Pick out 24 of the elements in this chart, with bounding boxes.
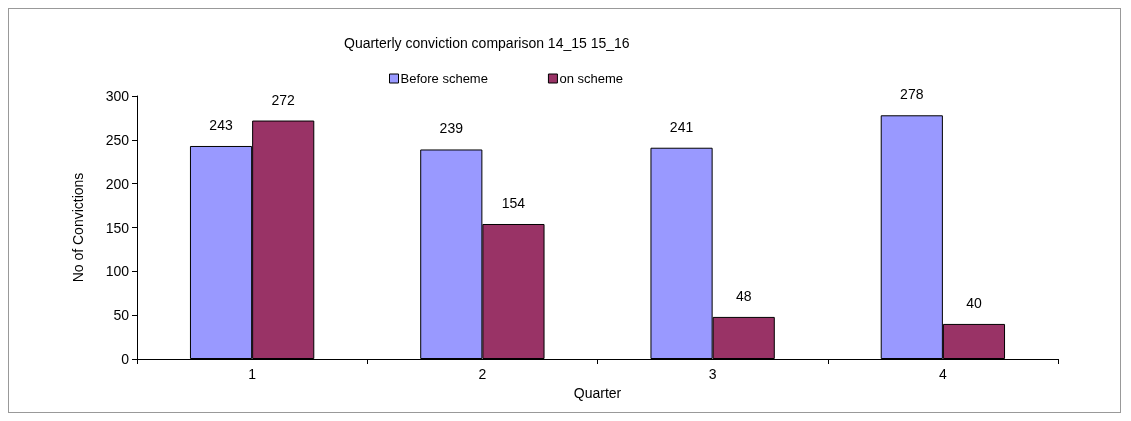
legend-label: on scheme (559, 71, 624, 86)
y-tick-label: 250 (105, 131, 130, 148)
y-axis-title: No of Convictions (70, 172, 86, 283)
data-label: 48 (735, 287, 752, 304)
y-tick-label: 300 (105, 88, 130, 104)
data-label: 272 (271, 91, 296, 108)
data-label: 241 (669, 118, 694, 135)
data-label: 239 (439, 120, 464, 137)
y-tick-label: 100 (105, 263, 130, 280)
chart-title: Quarterly conviction comparison 14_15 15_16 (344, 35, 630, 51)
x-tick-label: 1 (248, 366, 257, 382)
data-label: 243 (209, 116, 233, 133)
x-tick-label: 2 (478, 366, 487, 382)
y-tick-label: 150 (105, 219, 130, 236)
x-axis-title: Quarter (573, 384, 622, 401)
x-tick-label: 3 (708, 366, 717, 382)
data-label: 40 (966, 294, 982, 311)
legend-label: Before scheme (400, 71, 488, 86)
x-tick-label: 4 (938, 366, 947, 382)
data-label: 154 (501, 194, 526, 211)
y-tick-label: 50 (113, 307, 130, 324)
y-tick-label: 200 (105, 175, 130, 192)
data-label: 278 (900, 86, 924, 103)
y-tick-label: 0 (121, 351, 130, 367)
